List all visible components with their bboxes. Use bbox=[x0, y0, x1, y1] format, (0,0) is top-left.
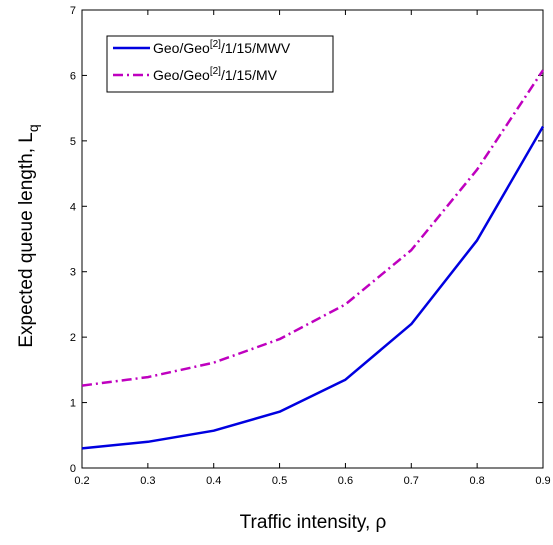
y-axis-label-main: Expected queue length, L bbox=[16, 132, 37, 348]
x-tick-label: 0.9 bbox=[535, 475, 550, 487]
y-tick-label: 2 bbox=[70, 332, 76, 344]
y-tick-label: 6 bbox=[70, 70, 76, 82]
legend-label-1: Geo/Geo[2]/1/15/MWV bbox=[153, 39, 291, 56]
y-tick-label: 0 bbox=[70, 463, 76, 475]
x-tick-label: 0.5 bbox=[272, 475, 287, 487]
legend-label-superscript: [2] bbox=[210, 39, 221, 50]
x-tick-label: 0.7 bbox=[404, 475, 419, 487]
y-axis-label: Expected queue length, Lq bbox=[16, 124, 41, 347]
x-tick-label: 0.3 bbox=[140, 475, 155, 487]
legend-label-text: Geo/Geo bbox=[153, 40, 210, 56]
legend-label-text: /1/15/MWV bbox=[221, 40, 291, 56]
y-tick-label: 4 bbox=[70, 201, 76, 213]
legend-label-text: Geo/Geo bbox=[153, 67, 210, 83]
y-tick-label: 3 bbox=[70, 267, 76, 279]
legend-label-superscript: [2] bbox=[210, 66, 221, 77]
y-tick-label: 5 bbox=[70, 136, 76, 148]
legend-label-text: /1/15/MV bbox=[221, 67, 278, 83]
x-tick-label: 0.6 bbox=[338, 475, 353, 487]
y-tick-label: 7 bbox=[70, 5, 76, 17]
x-tick-label: 0.2 bbox=[74, 475, 89, 487]
y-axis-label-subscript: q bbox=[25, 124, 41, 132]
x-axis-label: Traffic intensity, ρ bbox=[240, 512, 387, 533]
x-tick-label: 0.4 bbox=[206, 475, 221, 487]
y-tick-label: 1 bbox=[70, 398, 76, 410]
x-tick-label: 0.8 bbox=[469, 475, 484, 487]
